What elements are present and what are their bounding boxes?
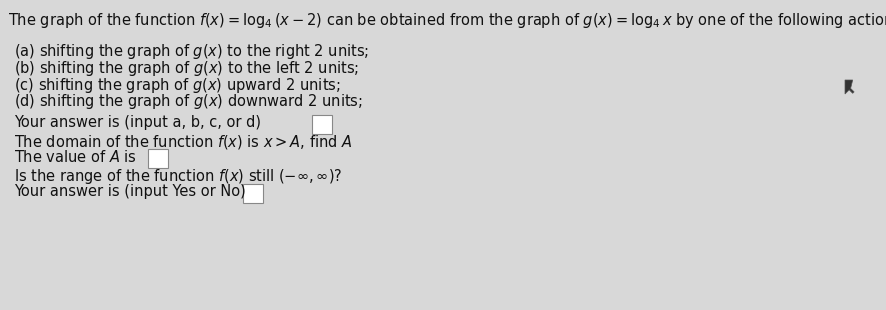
Text: The domain of the function $f(x)$ is $x > A$, find $A$: The domain of the function $f(x)$ is $x … xyxy=(14,133,352,151)
FancyBboxPatch shape xyxy=(243,184,263,203)
Text: (b) shifting the graph of $g(x)$ to the left 2 units;: (b) shifting the graph of $g(x)$ to the … xyxy=(14,59,359,78)
Text: The value of $A$ is: The value of $A$ is xyxy=(14,149,136,165)
Text: Your answer is (input a, b, c, or d): Your answer is (input a, b, c, or d) xyxy=(14,115,260,130)
Text: (d) shifting the graph of $g(x)$ downward 2 units;: (d) shifting the graph of $g(x)$ downwar… xyxy=(14,92,362,111)
FancyBboxPatch shape xyxy=(148,149,167,168)
Polygon shape xyxy=(844,80,853,94)
Text: (c) shifting the graph of $g(x)$ upward 2 units;: (c) shifting the graph of $g(x)$ upward … xyxy=(14,76,340,95)
Text: (a) shifting the graph of $g(x)$ to the right 2 units;: (a) shifting the graph of $g(x)$ to the … xyxy=(14,42,369,61)
Text: The graph of the function $f(x) = \log_4(x-2)$ can be obtained from the graph of: The graph of the function $f(x) = \log_4… xyxy=(8,11,886,30)
Text: Your answer is (input Yes or No): Your answer is (input Yes or No) xyxy=(14,184,245,199)
Text: Is the range of the function $f(x)$ still $(-\infty, \infty)$?: Is the range of the function $f(x)$ stil… xyxy=(14,167,342,186)
FancyBboxPatch shape xyxy=(312,115,331,134)
